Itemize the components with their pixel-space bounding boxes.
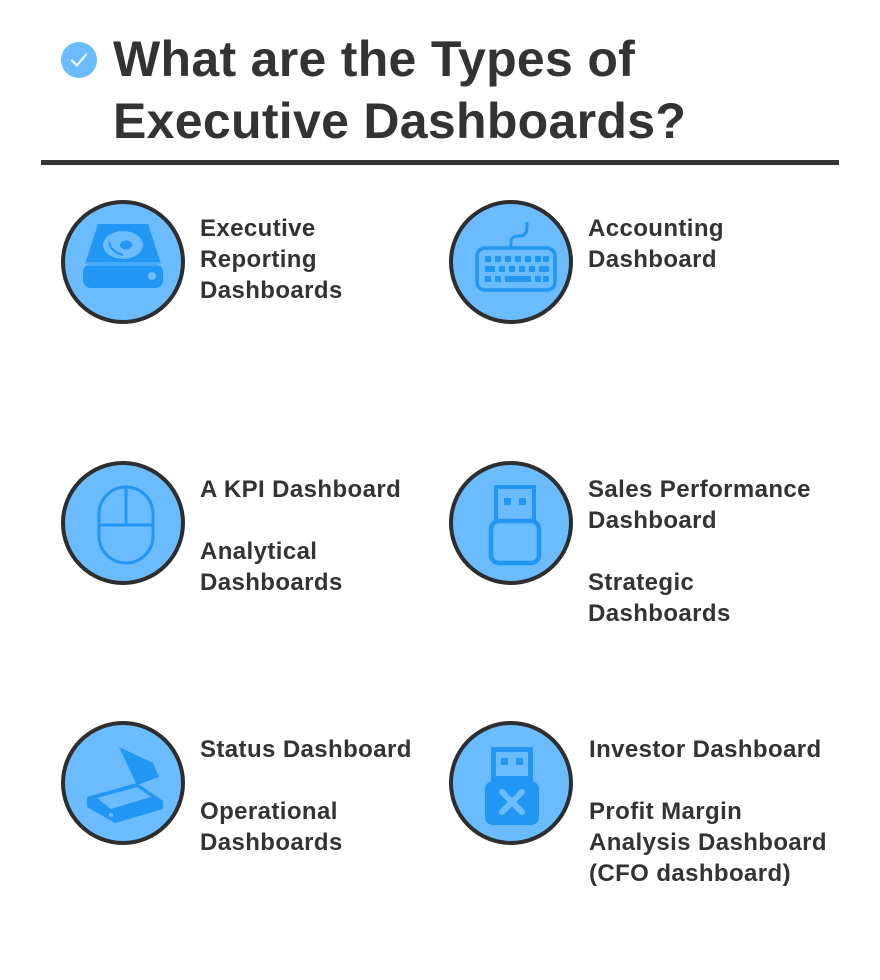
header: What are the Types of Executive Dashboar… — [0, 0, 880, 170]
label-status-dashboard: Status Dashboard — [200, 736, 412, 763]
label-accounting-dashboard: Accounting Dashboard — [588, 215, 724, 273]
page-title: What are the Types of Executive Dashboar… — [113, 28, 686, 152]
divider — [41, 160, 839, 165]
keyboard-icon — [449, 200, 573, 324]
usb-drive-icon — [449, 461, 573, 585]
checkmark-circle-icon — [61, 42, 97, 78]
usb-remove-icon — [449, 721, 573, 845]
title-line-1: What are the Types of — [113, 31, 636, 87]
mouse-icon — [61, 461, 185, 585]
title-line-2: Executive Dashboards? — [113, 93, 687, 149]
hard-drive-icon — [61, 200, 185, 324]
label-operational-dashboards: Operational Dashboards — [200, 798, 343, 856]
label-analytical-dashboards: Analytical Dashboards — [200, 538, 343, 596]
label-executive-reporting-dashboards: Executive Reporting Dashboards — [200, 215, 343, 304]
label-kpi-dashboard: A KPI Dashboard — [200, 476, 402, 503]
label-profit-margin-analysis-dashboard: Profit Margin Analysis Dashboard (CFO da… — [589, 798, 827, 887]
label-sales-performance-dashboard: Sales Performance Dashboard — [588, 476, 811, 534]
label-investor-dashboard: Investor Dashboard — [589, 736, 822, 763]
scanner-icon — [61, 721, 185, 845]
label-strategic-dashboards: Strategic Dashboards — [588, 569, 731, 627]
